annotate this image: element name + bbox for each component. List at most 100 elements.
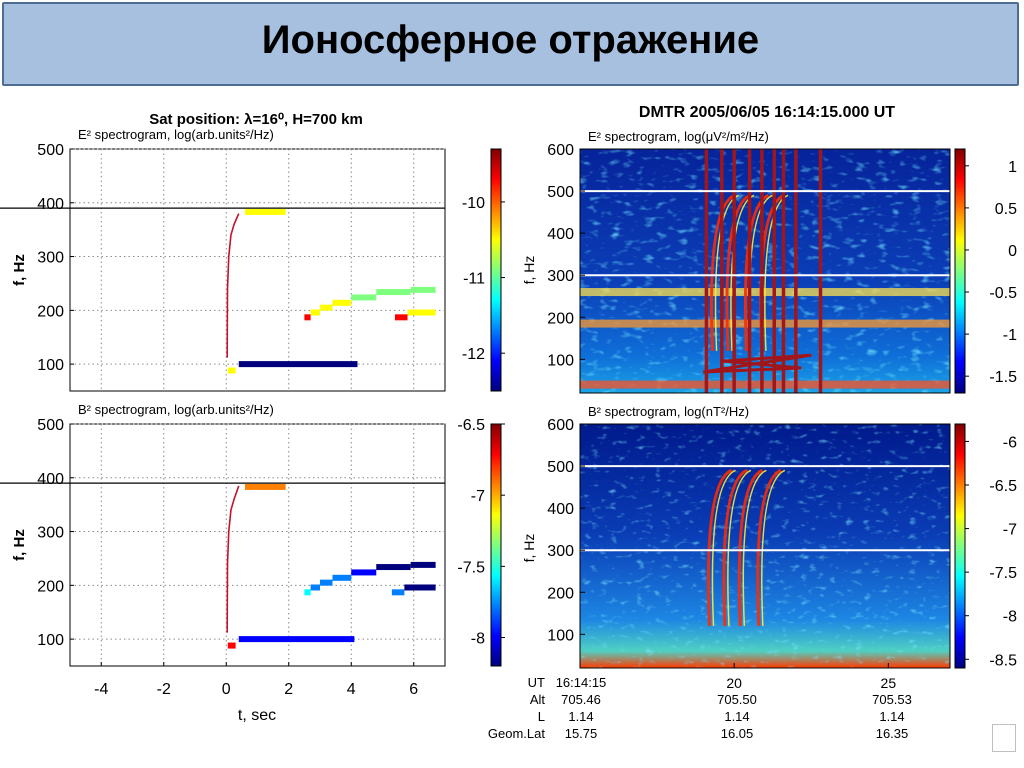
left-x-tick-label: 0 [222, 681, 231, 698]
right-bottom-plot-frame [579, 423, 951, 669]
left-bottom-y-tick-label: 100 [37, 632, 64, 649]
right-bottom-colorbar [954, 423, 966, 669]
right-bottom-y-tick-label: 600 [547, 417, 574, 434]
right-bottom-colorbar-tick-label: -8 [1003, 609, 1017, 626]
right-x-tick-label: 25 [881, 675, 897, 691]
left-bottom-segment [351, 569, 377, 576]
right-bottom-reflection-arc-inner [727, 469, 752, 626]
right-top-spectrogram [580, 149, 950, 393]
left-bottom-subtitle: B² spectrogram, log(arb.units²/Hz) [78, 402, 274, 417]
right-top-colorbar-tick-label: 0.5 [995, 201, 1017, 218]
right-bottom-y-tick-label: 400 [547, 501, 574, 518]
right-bottom-reflection-arc [756, 468, 782, 626]
slide-corner-box [992, 724, 1016, 752]
left-top-y-tick-label: 500 [37, 142, 64, 159]
right-top-colorbar-tick-label: -0.5 [989, 285, 1017, 302]
orbit-cell: 16:14:15 [556, 675, 607, 690]
left-bottom-segment [320, 579, 333, 586]
left-bottom-y-tick-label: 500 [37, 417, 64, 434]
orbit-row-label: L [538, 709, 545, 724]
right-heading: DMTR 2005/06/05 16:14:15.000 UT [639, 104, 895, 121]
left-x-ticks: -4 -2 0 2 4 6 [94, 662, 418, 698]
left-xlabel: t, sec [238, 707, 276, 724]
right-bottom-y-tick-label: 500 [547, 459, 574, 476]
left-bottom-colorbar-tick-label: -7 [471, 488, 485, 505]
right-bottom-spectrogram [580, 424, 950, 668]
left-top-y-tick-label: 300 [37, 250, 64, 267]
right-bottom-colorbar-tick-label: -7.5 [989, 565, 1017, 582]
left-bottom-segment [404, 584, 436, 591]
left-top-segment [320, 304, 333, 311]
right-bottom-colorbar-tick-label: -8.5 [989, 652, 1017, 669]
orbit-row-label: Alt [530, 692, 546, 707]
right-top-colorbar [954, 148, 966, 394]
left-heading: Sat position: λ=16⁰, H=700 km [149, 111, 363, 128]
left-bottom-segment [304, 589, 311, 596]
left-top-ylabel: f, Hz [11, 254, 28, 286]
orbit-cell: 1.14 [568, 709, 593, 724]
orbit-cell: 1.14 [724, 709, 749, 724]
right-x-tick-label: 20 [726, 675, 742, 691]
right-bottom-colorbar-tick-label: -7 [1003, 522, 1017, 539]
left-top-segment [238, 361, 358, 368]
left-bottom-y-tick-label: 400 [37, 471, 64, 488]
left-top-y-tick-label: 100 [37, 357, 64, 374]
right-bottom-reflection-arc-inner [761, 469, 786, 626]
right-bottom-spectro-noise [580, 424, 950, 668]
left-bottom-colorbar [490, 423, 502, 667]
left-top-subtitle: E² spectrogram, log(arb.units²/Hz) [78, 127, 274, 142]
left-bottom-segment [376, 564, 411, 571]
left-bottom-plot-frame [69, 423, 446, 667]
left-top-segment [227, 367, 236, 374]
left-bottom-colorbar-tick-label: -8 [471, 631, 485, 648]
right-top-y-tick-label: 300 [547, 268, 574, 285]
left-bottom-y-ticks: 100 200 300 400 500 [37, 417, 74, 649]
slide-title-bar: Ионосферное отражение [2, 2, 1019, 86]
orbit-cell: 16.05 [721, 726, 754, 741]
left-bottom-colorbar-tick-label: -7.5 [457, 559, 485, 576]
orbit-cell: 15.75 [565, 726, 598, 741]
orbit-cell: 1.14 [879, 709, 904, 724]
left-bottom-segment [245, 483, 286, 490]
right-top-colorbar-tick-label: -1 [1003, 327, 1017, 344]
right-bottom-y-tick-label: 100 [547, 627, 574, 644]
left-bottom-segment [332, 574, 352, 581]
right-top-y-tick-label: 600 [547, 142, 574, 159]
right-bottom-marks [580, 465, 950, 626]
right-top-plot-frame [579, 148, 951, 394]
left-top-segment [310, 309, 320, 316]
right-bottom-reflection-arc [706, 468, 733, 626]
left-top-segment [395, 314, 408, 321]
right-top-subtitle: E² spectrogram, log(μV²/m²/Hz) [588, 129, 769, 144]
right-top-y-tick-label: 500 [547, 184, 574, 201]
left-x-tick-label: -2 [157, 681, 171, 698]
left-bottom-segment [391, 589, 405, 596]
right-bottom-colorbar-tick-label: -6.5 [989, 478, 1017, 495]
right-bottom-y-tick-label: 300 [547, 543, 574, 560]
right-bottom-subtitle: B² spectrogram, log(nT²/Hz) [588, 404, 749, 419]
right-bottom-reflection-arc-inner [742, 469, 767, 626]
left-top-colorbar-tick-label: -11 [463, 271, 485, 288]
right-bottom-y-tick-label: 200 [547, 585, 574, 602]
left-bottom-segment [310, 584, 320, 591]
left-top-colorbar [490, 148, 502, 392]
left-top-segment [245, 208, 286, 215]
left-top-segment [410, 286, 436, 293]
orbit-row-label: UT [528, 675, 545, 690]
right-top-y-tick-label: 100 [547, 352, 574, 369]
left-top-segment [407, 309, 436, 316]
orbit-cell: 705.50 [717, 692, 757, 707]
left-bottom-y-tick-label: 300 [37, 525, 64, 542]
right-top-marks [580, 149, 950, 393]
orbit-row-label: Geom.Lat [488, 726, 545, 741]
left-top-segment [304, 314, 311, 321]
right-top-y-ticks: 100 200 300 400 500 600 [547, 142, 585, 369]
left-top-segment [376, 289, 411, 296]
right-bottom-colorbar-ticks: -6 -6.5 -7 -7.5 -8 -8.5 [965, 434, 1017, 669]
left-top-plot-frame [69, 148, 446, 392]
right-top-y-tick-label: 400 [547, 226, 574, 243]
slide-title: Ионосферное отражение [261, 18, 760, 62]
left-x-tick-label: 4 [347, 681, 356, 698]
right-bottom-colorbar-tick-label: -6 [1003, 434, 1017, 451]
